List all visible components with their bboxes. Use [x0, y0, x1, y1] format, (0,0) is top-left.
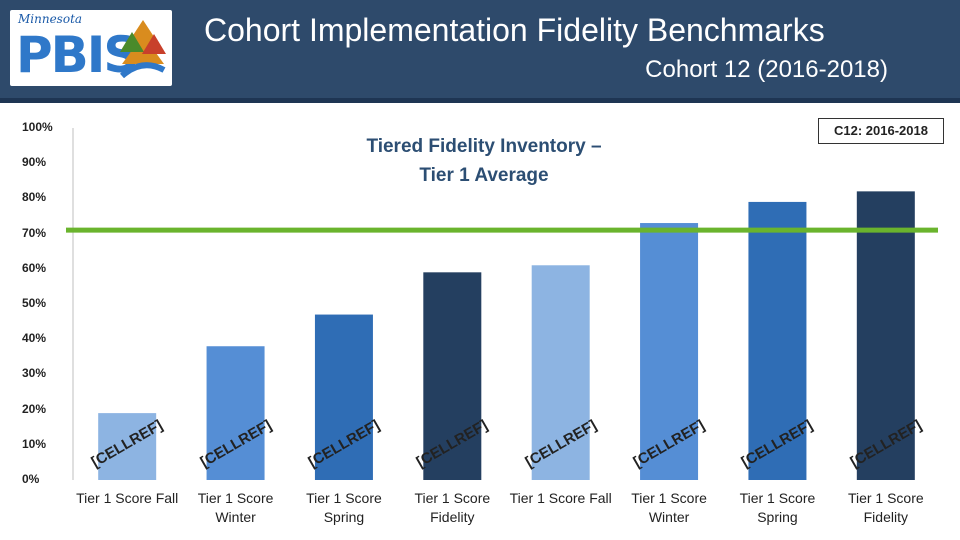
y-tick-label: 50% — [22, 296, 47, 310]
logo-word: PBIS — [16, 26, 139, 84]
y-tick-label: 60% — [22, 260, 47, 275]
bar-6 — [640, 223, 699, 480]
page-title: Cohort Implementation Fidelity Benchmark… — [204, 12, 825, 48]
x-tick-label: Tier 1 Score Winter — [631, 490, 707, 525]
bar-chart — [66, 128, 938, 481]
y-tick-label: 90% — [22, 155, 47, 170]
bar-4 — [423, 272, 482, 480]
y-tick-label: 0% — [22, 472, 40, 486]
x-tick-label: Tier 1 Score Fidelity — [414, 490, 491, 525]
x-tick-label: Tier 1 Score Fall — [509, 490, 612, 506]
chart-title-line-2: Tier 1 Average — [419, 165, 549, 186]
chart-title: Tiered Fidelity Inventory – Tier 1 Avera… — [334, 132, 634, 190]
x-tick-label: Tier 1 Score Spring — [306, 490, 382, 525]
page-subtitle: Cohort 12 (2016-2018) — [645, 56, 888, 83]
x-tick-label: Tier 1 Score Winter — [197, 490, 274, 525]
bar-8 — [856, 191, 915, 481]
y-tick-label: 70% — [22, 225, 47, 240]
bar-7 — [748, 201, 807, 481]
logo-script: Minnesota — [18, 12, 83, 26]
y-tick-label: 10% — [22, 436, 47, 451]
bar-2 — [206, 346, 265, 480]
header-bar: Minnesota PBIS Cohort Implementation Fid… — [0, 0, 960, 103]
y-tick-label: 100% — [22, 120, 53, 134]
x-tick-label: Tier 1 Score Spring — [739, 490, 816, 525]
y-tick-label: 40% — [22, 331, 47, 346]
bar-3 — [314, 314, 373, 480]
header-stripe — [0, 98, 960, 103]
bar-5 — [531, 265, 590, 480]
y-tick-label: 30% — [22, 366, 47, 381]
chart-title-line-1: Tiered Fidelity Inventory – — [366, 136, 602, 157]
x-tick-label: Tier 1 Score Fidelity — [847, 490, 924, 525]
legend: C12: 2016-2018 — [818, 118, 944, 144]
y-tick-label: 80% — [22, 190, 47, 205]
tree-icon — [119, 20, 166, 78]
x-tick-label: Tier 1 Score Fall — [76, 490, 179, 506]
y-tick-label: 20% — [22, 401, 47, 416]
pbis-logo: Minnesota PBIS — [10, 10, 172, 86]
bar-1 — [98, 413, 157, 480]
